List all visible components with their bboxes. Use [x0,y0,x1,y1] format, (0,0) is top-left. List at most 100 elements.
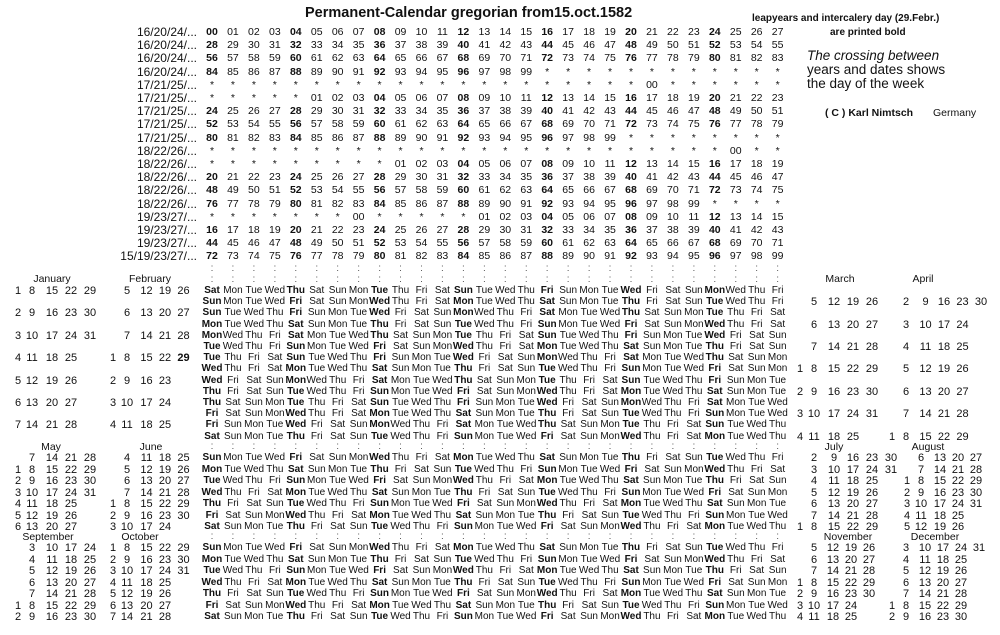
weekday-cell: Wed [327,576,348,588]
weekday-cell: Sat [351,397,367,408]
weekday-cell: Sat [351,408,367,420]
weekday-cell: Mon [663,565,683,576]
weekday-cell: Mon [265,408,285,420]
month-day: 19 [158,285,172,297]
separator-dots: : [357,531,361,542]
weekday-cell: Mon [327,307,348,319]
century-label: 18/22/26/... [136,143,197,158]
weekday-cell: Tue [308,486,326,498]
page-title: Permanent-Calendar gregorian from15.oct.… [305,5,633,21]
weekday-cell: Wed [578,475,600,486]
year-cell: * [587,78,592,91]
separator-dots: : [357,274,361,285]
year-cell: 15 [771,210,784,223]
weekday-cell: Sat [686,430,702,442]
month-day: 1 [903,475,911,487]
month-day: 2 [810,452,818,464]
year-cell: * [545,144,550,157]
weekday-cell: Mon [265,599,285,611]
month-day: 1 [796,576,804,589]
weekday-cell: Sun [244,397,263,408]
year-cell: 42 [583,105,595,118]
month-day: 5 [14,374,22,387]
month-name-july: July [824,441,844,453]
weekday-cell: Sat [413,307,429,319]
weekday-cell: Thu [559,498,577,509]
year-cell: 52 [708,39,721,52]
year-cell: * [628,131,634,144]
weekday-cell: Mon [767,363,788,375]
weekday-cell: Thu [580,363,598,375]
month-day: 18 [158,452,172,464]
year-cell: 93 [394,65,407,78]
year-cell: 53 [227,118,239,131]
month-day: 6 [28,576,36,589]
weekday-cell: Wed [495,452,516,463]
weekday-cell: Thu [475,341,493,352]
weekday-cell: Fri [394,463,407,475]
weekday-cell: Mon [307,475,327,486]
weekday-cell: Sat [246,385,262,397]
year-cell: 15 [520,26,533,38]
weekday-cell: Sat [413,463,429,475]
weekday-cell: Wed [536,498,558,509]
year-cell: 20 [708,92,721,104]
year-cell: 29 [478,224,491,236]
weekday-cell: Sun [349,611,368,622]
month-day: 28 [64,419,78,432]
weekday-cell: Sun [307,463,326,475]
month-day: 12 [826,542,840,554]
year-cell: * [356,158,361,170]
weekday-cell: Mon [767,352,788,364]
weekday-cell: Sat [560,521,576,532]
weekday-cell: Fri [771,452,784,463]
weekday-cell: Sun [643,475,661,486]
weekday-cell: Fri [562,397,574,408]
year-cell: 62 [583,237,595,250]
weekday-cell: Wed [557,363,579,375]
weekday-cell: Mon [558,463,578,475]
year-cell: * [712,65,717,78]
weekday-cell: Thu [245,475,263,486]
weekday-cell: Wed [746,521,767,532]
year-cell: * [293,144,298,157]
weekday-cell: Thu [245,565,263,576]
month-day: 9 [810,385,818,398]
weekday-cell: Wed [432,498,453,509]
weekday-cell: Fri [646,296,658,308]
month-day: 14 [918,588,932,600]
year-cell: 89 [310,65,323,78]
month-day: 19 [844,542,858,554]
weekday-cell: Thu [329,588,347,599]
weekday-cell: Fri [248,363,260,375]
month-day: 24 [64,329,78,342]
year-cell: 66 [583,184,595,197]
weekday-cell: Sun [537,329,557,341]
year-cell: 36 [457,105,470,118]
year-cell: 60 [373,118,386,131]
year-cell: 55 [352,184,365,197]
weekday-cell: Mon [600,430,620,442]
weekday-cell: Sat [770,463,786,475]
weekday-cell: Fri [750,553,763,565]
weekday-cell: Wed [348,565,369,576]
weekday-cell: Sun [475,509,494,521]
month-day: 28 [865,509,879,522]
month-day: 24 [846,408,860,421]
weekday-cell: Fri [457,397,470,408]
weekday-cell: Mon [411,363,432,375]
year-cell: * [566,65,571,78]
weekday-cell: Thu [748,296,766,308]
weekday-cell: Mon [746,498,767,509]
month-day: 12 [25,509,39,522]
weekday-cell: Mon [495,509,516,521]
month-day: 13 [933,452,947,464]
weekday-cell: Thu [538,599,557,611]
weekday-cell: Wed [495,285,516,296]
separator-dots: : [378,263,381,274]
year-cell: 07 [352,26,365,38]
weekday-cell: Wed [306,498,327,509]
separator-dots: : [294,531,298,542]
year-cell: 64 [373,52,386,65]
weekday-cell: Thu [748,452,766,463]
